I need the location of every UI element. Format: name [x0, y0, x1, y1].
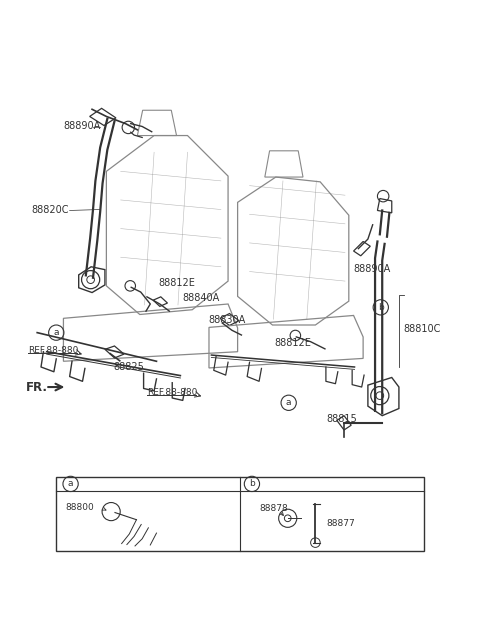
Text: b: b [249, 479, 255, 488]
Text: 88812E: 88812E [159, 279, 196, 289]
Text: FR.: FR. [26, 381, 48, 394]
Text: a: a [68, 479, 73, 488]
Text: a: a [53, 328, 59, 337]
Text: 88825: 88825 [114, 362, 144, 372]
Text: 88877: 88877 [326, 518, 355, 528]
Bar [56, 477, 424, 551]
Text: 88815: 88815 [327, 415, 358, 425]
Text: 88820C: 88820C [31, 206, 69, 216]
Text: b: b [378, 303, 384, 312]
Text: a: a [286, 398, 291, 408]
Text: 88800: 88800 [66, 503, 95, 512]
Text: 88890A: 88890A [63, 121, 101, 131]
Text: REF.88-880: REF.88-880 [28, 346, 78, 355]
Text: 88890A: 88890A [354, 264, 391, 274]
Text: 88830A: 88830A [208, 315, 245, 325]
Text: 88812E: 88812E [275, 338, 311, 348]
Text: 88840A: 88840A [183, 292, 220, 303]
Text: REF.88-880: REF.88-880 [147, 388, 197, 397]
Text: 88810C: 88810C [404, 324, 441, 334]
Text: 88878: 88878 [259, 504, 288, 513]
